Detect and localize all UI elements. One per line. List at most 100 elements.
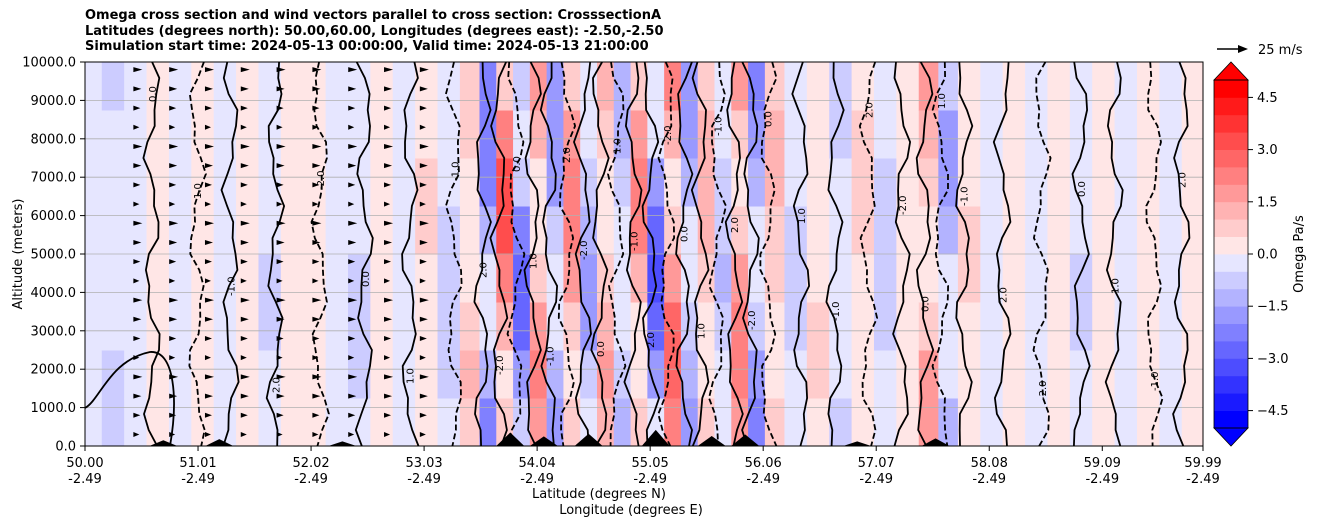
contour-line	[188, 62, 207, 446]
omega-cell	[459, 302, 480, 351]
omega-cell	[513, 350, 531, 399]
contour-label: 2.0	[478, 262, 489, 278]
omega-cell	[280, 398, 304, 446]
wind-vector	[312, 105, 320, 111]
omega-cell	[829, 302, 853, 351]
omega-cell	[236, 254, 259, 303]
contour-line	[690, 62, 710, 446]
omega-cell	[580, 398, 598, 446]
contour-label: -1.0	[545, 346, 556, 366]
wind-vector	[169, 163, 178, 169]
omega-cell	[459, 158, 480, 207]
omega-cell	[1159, 398, 1183, 446]
omega-cell	[731, 350, 749, 399]
contour-line	[539, 62, 559, 446]
omega-cell	[580, 206, 598, 255]
wind-vector	[276, 412, 284, 418]
omega-cell	[764, 254, 785, 303]
wind-vector	[419, 412, 427, 418]
omega-cell	[714, 398, 732, 446]
omega-cell	[437, 302, 461, 351]
colorbar-segment	[1214, 254, 1248, 272]
colorbar-segment	[1214, 236, 1248, 255]
omega-cell	[415, 110, 439, 159]
omega-cell	[806, 302, 830, 351]
omega-cell	[146, 110, 170, 159]
omega-cell	[459, 206, 480, 255]
wind-vector	[384, 239, 393, 245]
wind-vector	[133, 412, 141, 418]
omega-cell	[101, 110, 125, 159]
omega-cell	[664, 398, 682, 446]
wind-vector	[312, 86, 321, 92]
omega-cell	[784, 62, 808, 111]
omega-cell	[191, 350, 215, 399]
wind-vector	[384, 163, 393, 169]
omega-cell	[829, 62, 853, 111]
omega-cell	[1025, 302, 1048, 351]
omega-cell	[392, 110, 416, 159]
omega-cell	[613, 62, 632, 111]
omega-cell	[370, 206, 394, 255]
contour-label: -1.0	[226, 276, 237, 296]
x-tick-label-lon: -2.49	[520, 472, 554, 487]
omega-cell	[748, 302, 766, 351]
colorbar-extend-high	[1213, 61, 1249, 81]
omega-cell	[168, 206, 192, 255]
omega-cell	[191, 62, 215, 111]
wind-vector	[384, 278, 391, 284]
omega-cell	[258, 110, 282, 159]
wind-vector	[419, 182, 427, 188]
wind-vector	[240, 239, 249, 245]
wind-vector	[384, 124, 391, 130]
wind-vector	[348, 335, 356, 341]
omega-cell	[630, 254, 648, 303]
colorbar-segment	[1214, 184, 1248, 203]
omega-cell	[680, 254, 699, 303]
x-axis-label-longitude: Longitude (degrees E)	[559, 503, 703, 518]
omega-cell	[303, 62, 327, 111]
omega-cell	[1025, 110, 1048, 159]
wind-vector	[384, 86, 393, 92]
wind-vector	[276, 316, 285, 322]
vector-key-label: 25 m/s	[1258, 43, 1303, 58]
omega-cell	[829, 110, 853, 159]
omega-cell	[680, 350, 699, 399]
omega-cell	[980, 350, 1004, 399]
omega-cell	[546, 398, 564, 446]
y-axis: 0.0 1000.0 2000.0 3000.0 4000.0 5000.0 6000.0 7…	[22, 56, 85, 455]
omega-cell	[213, 110, 237, 159]
omega-cell	[1136, 254, 1160, 303]
x-tick-label-lat: 59.99	[1184, 456, 1221, 471]
omega-cell	[236, 206, 259, 255]
colorbar-segment	[1214, 323, 1248, 342]
omega-cell	[1002, 350, 1026, 399]
omega-cell	[280, 62, 304, 111]
omega-cell	[1114, 254, 1138, 303]
colorbar-segment	[1214, 80, 1248, 98]
wind-vector	[312, 393, 321, 399]
omega-cell	[829, 254, 853, 303]
y-tick-label: 1000.0	[31, 401, 77, 416]
contour-line	[1032, 62, 1052, 446]
wind-vector	[169, 86, 178, 92]
omega-cell	[280, 110, 304, 159]
omega-cell	[896, 302, 920, 351]
x-tick-label-lon: -2.49	[294, 472, 328, 487]
omega-cell	[851, 254, 875, 303]
wind-vector	[133, 393, 142, 399]
wind-vector	[169, 355, 176, 361]
wind-vector	[348, 278, 355, 284]
omega-cell	[938, 350, 959, 399]
omega-cell	[124, 62, 148, 111]
omega-cell	[731, 62, 749, 111]
omega-cell	[146, 398, 170, 446]
omega-cell	[1114, 206, 1138, 255]
omega-cell	[415, 302, 439, 351]
contour-label: 0.0	[512, 156, 523, 172]
wind-vector	[133, 67, 143, 73]
omega-cell	[459, 62, 480, 111]
wind-vector	[276, 355, 283, 361]
omega-cell	[303, 206, 327, 255]
omega-cell	[101, 62, 125, 111]
